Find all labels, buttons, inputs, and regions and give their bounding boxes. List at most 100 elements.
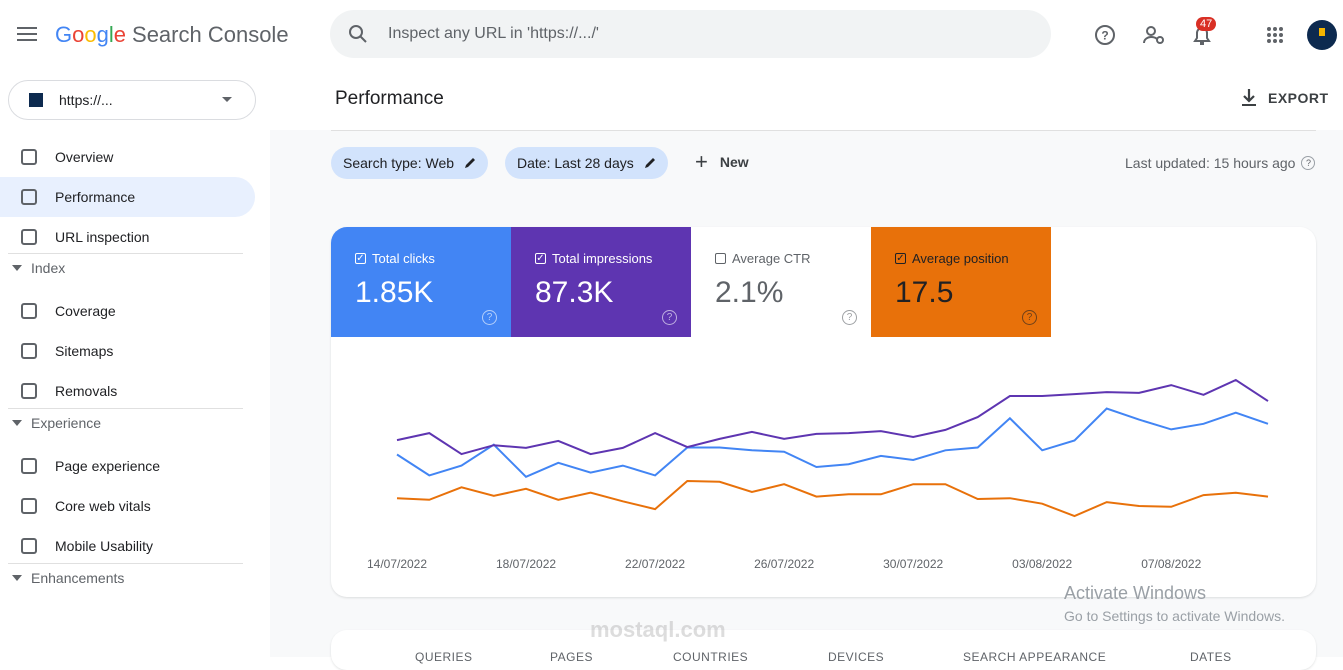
nav-icon [21,189,37,205]
metric-value: 2.1% [715,276,784,309]
nav-icon [21,303,37,319]
tab[interactable]: QUERIES [415,650,473,664]
divider [8,253,243,254]
property-selector[interactable]: https://... [8,80,256,120]
nav-item[interactable]: Overview [0,137,255,177]
nav-item[interactable]: URL inspection [0,217,255,257]
nav-item[interactable]: Coverage [0,291,255,331]
sidebar: https://... Overview Performance URL inspe… [0,70,270,657]
tab[interactable]: SEARCH APPEARANCE [963,650,1107,664]
metric-label: Total impressions [552,251,653,266]
nav-icon [21,458,37,474]
new-filter-button[interactable]: + New [695,149,749,174]
tab[interactable]: DEVICES [828,650,885,664]
export-button[interactable]: EXPORT [1240,88,1329,108]
divider [331,130,1316,131]
nav-section[interactable]: Enhancements [12,569,124,586]
metric-tile[interactable]: ✓ Total clicks 1.85K? [331,227,511,337]
nav-item[interactable]: Core web vitals [0,486,255,526]
metric-checkbox[interactable]: ✓ [535,252,546,264]
property-icon [29,93,43,107]
metric-label: Total clicks [372,251,435,266]
nav-icon [21,229,37,245]
x-tick-label: 30/07/2022 [883,557,943,571]
metric-label-row: Average CTR [715,251,871,266]
nav-item[interactable]: Sitemaps [0,331,255,371]
data-line [396,378,1269,456]
property-url: https://... [59,92,113,108]
nav-section[interactable]: Experience [12,414,101,431]
tab[interactable]: DATES [1190,650,1232,664]
filter-chip[interactable]: Date: Last 28 days [505,147,668,179]
divider [8,408,243,409]
table-card [331,630,1316,670]
metric-label-row: ✓ Total clicks [355,251,511,266]
watermark-subtitle: Go to Settings to activate Windows. [1064,608,1285,624]
metric-checkbox[interactable]: ✓ [895,252,906,264]
nav-icon [21,149,37,165]
metric-value: 1.85K [355,276,434,309]
plus-icon: + [695,149,708,174]
help-icon: ? [662,310,677,325]
edit-icon [644,158,655,168]
nav-label: Core web vitals [55,498,151,514]
users-button[interactable] [1142,24,1166,46]
help-icon: ? [1301,156,1316,170]
export-icon [1242,89,1256,106]
x-tick-label: 14/07/2022 [367,557,427,571]
metric-checkbox[interactable] [715,253,726,264]
dropdown-arrow [222,97,232,102]
nav-label: Removals [55,383,118,399]
apps-button[interactable] [1266,26,1284,44]
menu-button[interactable] [17,26,37,42]
watermark-title: Activate Windows [1064,583,1207,603]
search-icon [349,25,367,43]
metric-tile[interactable]: ✓ Total impressions 87.3K? [511,227,691,337]
export-label: EXPORT [1268,90,1329,106]
nav-label: Overview [55,149,114,165]
metric-checkbox[interactable]: ✓ [355,252,366,264]
metric-label: Average position [912,251,1009,266]
product-name: Search Console [132,22,289,47]
google-logo: Google [55,22,127,47]
nav-item[interactable]: Mobile Usability [0,526,255,566]
page-header [270,70,1343,130]
x-tick-label: 26/07/2022 [754,557,814,571]
data-line [396,479,1269,518]
tab[interactable]: COUNTRIES [673,650,749,664]
x-tick-label: 22/07/2022 [625,557,685,571]
x-tick-label: 18/07/2022 [496,557,556,571]
metric-tile[interactable]: ✓ Average position 17.5? [871,227,1051,337]
logo[interactable]: Google Search Console [55,22,289,48]
help-icon: ? [1022,310,1037,325]
search-box[interactable]: Inspect any URL in 'https://.../' [330,10,1051,58]
last-updated-text: Last updated: 15 hours ago [1125,155,1296,171]
tab[interactable]: PAGES [550,650,593,664]
metric-tile[interactable]: Average CTR 2.1%? [691,227,871,337]
notification-badge: 47 [1196,17,1217,31]
metric-label-row: ✓ Average position [895,251,1051,266]
page-title: Performance [335,88,444,109]
filter-chip[interactable]: Search type: Web [331,147,489,179]
help-button[interactable]: ? [1094,24,1116,46]
nav-icon [21,498,37,514]
nav-section[interactable]: Index [12,259,65,276]
metric-value: 87.3K [535,276,614,309]
filter-label: Date: Last 28 days [517,155,634,171]
chart: 14/07/2022 18/07/2022 22/07/2022 26/07/2022… [367,378,1269,571]
search-placeholder: Inspect any URL in 'https://.../' [388,25,599,42]
metric-value: 17.5 [895,276,954,309]
new-filter-label: New [719,154,749,170]
nav-item[interactable]: Performance [0,177,255,217]
x-tick-label: 07/08/2022 [1141,557,1201,571]
nav-item[interactable]: Page experience [0,446,255,486]
account-avatar[interactable] [1307,20,1337,50]
nav-label: Page experience [55,458,161,474]
nav-label: URL inspection [55,229,150,245]
nav-item[interactable]: Removals [0,371,255,411]
nav-label: Coverage [55,303,116,319]
header: Google Search Console Inspect any URL in… [0,0,1343,70]
help-icon: ? [482,310,497,325]
nav-label: Performance [55,189,136,205]
